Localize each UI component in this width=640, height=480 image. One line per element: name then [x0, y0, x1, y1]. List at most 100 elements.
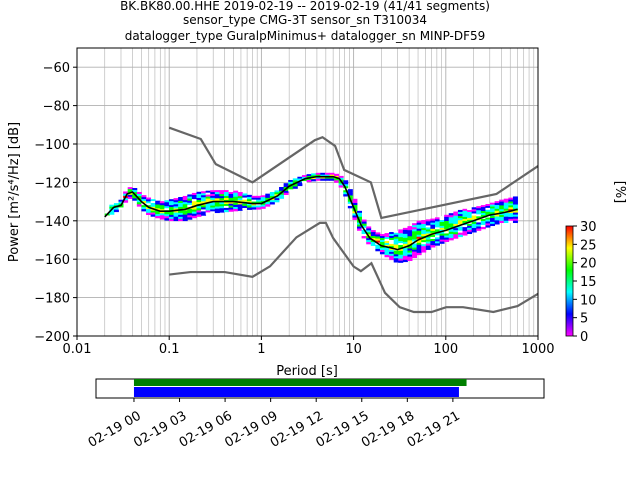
histogram-cell: [416, 230, 422, 234]
histogram-cell: [398, 254, 404, 257]
histogram-cell: [490, 210, 496, 213]
histogram-cell: [187, 200, 193, 204]
histogram-cell: [274, 190, 280, 193]
histogram-cell: [168, 201, 174, 204]
histogram-cell: [352, 217, 358, 220]
histogram-cell: [338, 185, 344, 188]
histogram-cell: [274, 196, 280, 199]
colorbar: 0 5 10 15 20 25 30 [%]: [565, 181, 627, 345]
histogram-cell: [430, 234, 436, 238]
histogram-cell: [398, 248, 404, 252]
mode-curve: [104, 175, 518, 251]
histogram-cell: [398, 260, 404, 263]
colorbar-tick-label: 30: [580, 220, 597, 235]
histogram-cell: [146, 203, 152, 206]
histogram-cell: [412, 233, 418, 236]
histogram-cell: [444, 233, 450, 236]
histogram-cell: [375, 246, 381, 250]
plot-frame: [76, 47, 539, 337]
histogram-cell: [490, 223, 496, 227]
histogram-cell: [444, 239, 450, 242]
histogram-cell: [182, 204, 188, 207]
histogram-cell: [439, 235, 445, 238]
histogram-cell: [224, 207, 229, 211]
histogram-cell: [412, 253, 418, 257]
histogram-cell: [412, 249, 418, 252]
histogram-cell: [480, 215, 486, 218]
histogram-cell: [503, 208, 509, 211]
histogram-cell: [416, 246, 422, 250]
histogram-cell: [457, 232, 463, 236]
histogram-cell: [191, 195, 197, 198]
histogram-cell: [150, 212, 156, 215]
histogram-cell: [430, 224, 436, 228]
histogram-cell: [439, 220, 445, 223]
histogram-cell: [448, 215, 454, 218]
histogram-cell: [421, 242, 427, 245]
histogram-cell: [398, 231, 404, 234]
histogram-cell: [329, 176, 335, 179]
histogram-cell: [113, 207, 119, 210]
histogram-cell: [503, 200, 509, 203]
histogram-cell: [357, 212, 363, 216]
histogram-cell: [499, 218, 505, 222]
histogram-cell: [508, 203, 514, 206]
histogram-cell: [146, 199, 152, 202]
histogram-cell: [407, 240, 413, 243]
histogram-cell: [476, 208, 482, 211]
histogram-cell: [379, 236, 385, 239]
colorbar-ticks: 0 5 10 15 20 25 30: [573, 220, 597, 345]
histogram-cell: [214, 192, 220, 195]
histogram-cell: [196, 200, 202, 203]
y-axis-ticks: −60 −80 −100 −120 −140 −160 −180 −200: [34, 61, 77, 345]
histogram-cell: [471, 228, 477, 231]
histogram-cell: [453, 213, 459, 216]
histogram-cell: [224, 192, 229, 195]
histogram-cell: [416, 250, 422, 254]
histogram-cell: [168, 218, 174, 222]
histogram-cell: [457, 226, 463, 229]
histogram-cell: [219, 194, 225, 197]
histogram-cell: [375, 234, 381, 237]
histogram-cell: [421, 230, 427, 233]
histogram-cell: [471, 225, 477, 229]
histogram-cell: [109, 210, 115, 213]
histogram-cell: [499, 215, 505, 218]
histogram-cell: [485, 219, 491, 222]
histogram-cell: [279, 186, 285, 190]
histogram-cell: [146, 197, 152, 200]
histogram-cell: [159, 205, 165, 208]
histogram-cell: [347, 203, 353, 207]
histogram-cell: [384, 239, 390, 242]
histogram-cell: [343, 192, 349, 195]
histogram-cell: [366, 228, 372, 231]
histogram-cell: [123, 200, 129, 203]
ppsd-plot-area: 0.01 0.1 1 10 100 1000 −60 −80 −100 −120 −140 −160…: [34, 47, 555, 357]
histogram-cell: [389, 245, 395, 249]
histogram-cell: [283, 188, 289, 192]
histogram-cell: [173, 206, 179, 209]
histogram-cell: [485, 207, 491, 211]
histogram-cell: [251, 205, 257, 208]
histogram-cell: [421, 240, 427, 243]
histogram-cell: [141, 197, 147, 200]
histogram-cell: [260, 206, 266, 209]
histogram-cell: [467, 225, 473, 229]
histogram-cell: [430, 245, 436, 248]
histogram-cell: [265, 197, 271, 201]
histogram-cell: [490, 212, 496, 215]
histogram-cell: [467, 215, 473, 219]
histogram-cell: [256, 207, 262, 210]
histogram-cell: [499, 203, 505, 206]
histogram-cell: [136, 200, 142, 203]
histogram-cell: [416, 220, 422, 223]
histogram-cell: [205, 198, 211, 201]
histogram-cell: [196, 206, 202, 209]
histogram-cell: [178, 212, 184, 216]
histogram-cell: [402, 253, 408, 257]
histogram-cell: [398, 258, 404, 261]
histogram-cell: [141, 207, 147, 210]
histogram-cell: [398, 252, 404, 256]
histogram-cell: [205, 196, 211, 199]
histogram-cell: [366, 232, 372, 235]
